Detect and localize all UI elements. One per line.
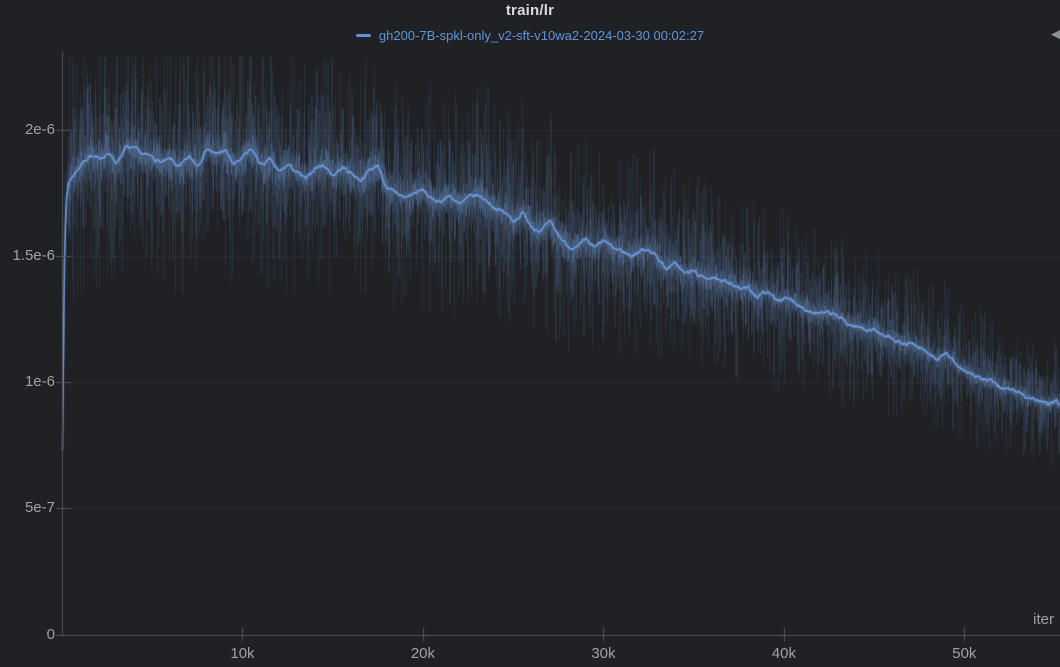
y-tick-label: 1e-6 [24,373,55,391]
x-tick-label: 30k [591,645,616,662]
y-tick-label: 2e-6 [24,120,55,138]
x-tick-label: 10k [230,645,255,662]
x-axis-unit-label: iter [1033,611,1054,628]
y-tick-label: 5e-7 [24,499,55,517]
legend-series-marker [355,33,371,37]
legend: gh200-7B-spkl-only_v2-sft-v10wa2-2024-03… [0,27,1060,43]
panel-title: train/lr [505,2,555,19]
y-tick-label: 0 [46,625,55,643]
panel-menu-glyph: ◀ [1051,26,1060,41]
legend-series-label[interactable]: gh200-7B-spkl-only_v2-sft-v10wa2-2024-03… [378,27,705,43]
x-tick-label: 20k [410,645,436,662]
x-tick-label: 40k [771,645,796,662]
y-tick-label: 1.5e-6 [12,246,55,264]
x-tick-label: 50k [952,645,977,662]
panel-menu-icon[interactable]: ◀ [1051,26,1060,42]
